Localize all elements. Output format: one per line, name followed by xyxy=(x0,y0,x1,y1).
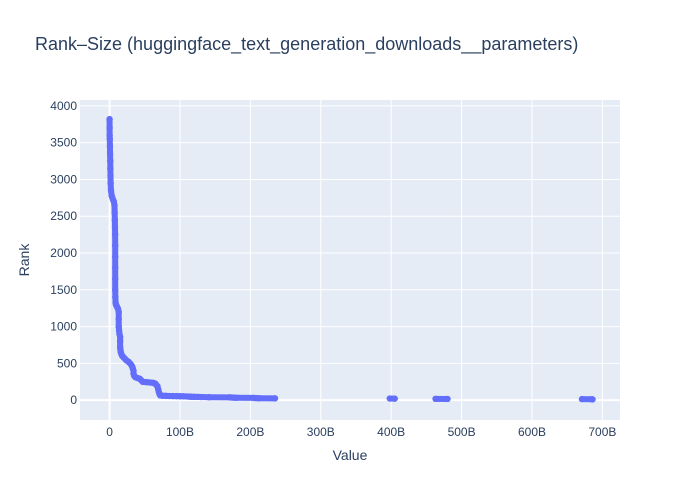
data-point xyxy=(107,179,114,187)
x-tick-label: 300B xyxy=(307,425,335,439)
data-point xyxy=(111,216,119,224)
y-tick-label: 3000 xyxy=(50,172,77,186)
x-tick-label: 0 xyxy=(106,425,113,439)
grid-lines xyxy=(80,100,620,420)
data-point xyxy=(112,275,119,282)
x-tick-label: 100B xyxy=(166,425,194,439)
x-tick-label: 400B xyxy=(377,425,405,439)
data-point xyxy=(386,395,393,402)
data-point xyxy=(107,165,114,172)
data-point xyxy=(115,308,122,316)
x-axis-title: Value xyxy=(333,447,368,463)
data-point xyxy=(116,333,124,341)
data-point xyxy=(116,338,124,345)
data-point xyxy=(111,201,118,209)
data-point xyxy=(255,395,263,402)
y-tick-label: 2500 xyxy=(50,209,77,223)
data-point xyxy=(578,395,586,403)
data-points xyxy=(106,115,596,403)
y-tick-label: 3500 xyxy=(50,136,77,150)
y-tick-label: 0 xyxy=(70,393,77,407)
y-tick-label: 1500 xyxy=(50,283,77,297)
y-tick-label: 1000 xyxy=(50,320,77,334)
data-point xyxy=(106,143,114,150)
data-point xyxy=(106,115,113,123)
data-point xyxy=(111,231,119,238)
data-point xyxy=(106,124,113,132)
y-tick-label: 2000 xyxy=(50,246,77,260)
data-point xyxy=(111,209,118,216)
data-point xyxy=(107,157,114,165)
data-point xyxy=(112,264,119,271)
data-point xyxy=(444,395,451,403)
data-point xyxy=(391,395,398,402)
data-point xyxy=(115,316,122,323)
data-point xyxy=(197,393,205,401)
y-tick-label: 500 xyxy=(57,356,77,370)
data-point xyxy=(112,293,119,301)
data-point xyxy=(106,135,113,143)
data-point xyxy=(111,224,119,231)
data-point xyxy=(233,394,240,401)
data-point xyxy=(106,150,114,157)
y-tick-label: 4000 xyxy=(50,99,77,113)
data-point xyxy=(205,393,213,401)
y-axis-ticks: 0 500 1000 1500 2000 2500 3000 3500 4000 xyxy=(50,99,77,407)
data-point xyxy=(432,395,439,403)
chart-title: Rank–Size (huggingface_text_generation_d… xyxy=(35,34,578,55)
data-point xyxy=(112,242,119,249)
data-point xyxy=(112,286,119,293)
x-axis-ticks: 0 100B 200B 300B 400B 500B 600B 700B xyxy=(106,425,616,439)
x-tick-label: 600B xyxy=(518,425,546,439)
y-axis-title: Rank xyxy=(16,243,32,277)
data-point xyxy=(112,253,119,260)
x-tick-label: 500B xyxy=(448,425,476,439)
plot-area xyxy=(80,100,620,420)
data-point xyxy=(271,395,279,402)
x-tick-label: 700B xyxy=(588,425,616,439)
x-tick-label: 200B xyxy=(236,425,264,439)
data-point xyxy=(589,396,596,403)
data-point xyxy=(107,187,115,194)
data-point xyxy=(107,172,114,179)
